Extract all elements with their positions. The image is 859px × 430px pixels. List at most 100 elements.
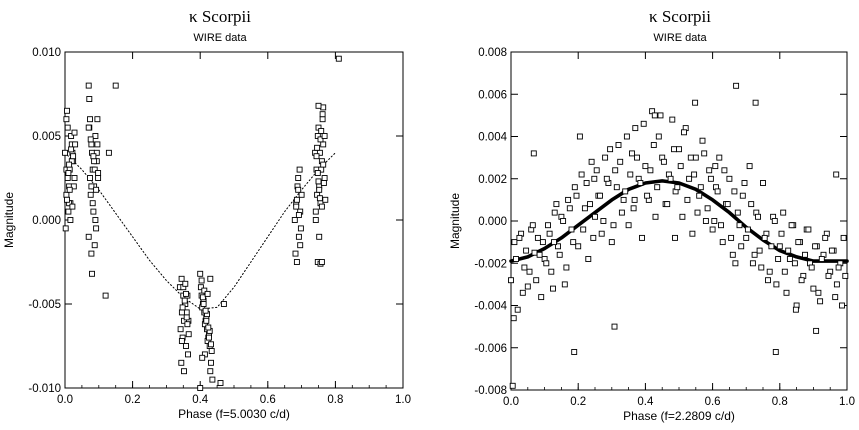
data-point <box>835 264 842 271</box>
data-point <box>625 222 632 229</box>
data-point <box>676 146 682 153</box>
data-point <box>840 234 847 241</box>
data-point <box>293 196 300 203</box>
data-point <box>87 175 93 181</box>
data-point <box>833 171 840 178</box>
data-point <box>712 163 719 170</box>
data-point <box>570 239 577 246</box>
data-point <box>669 116 676 123</box>
data-point <box>94 116 101 123</box>
data-point <box>629 150 635 157</box>
data-point <box>620 196 627 203</box>
data-point <box>295 212 302 218</box>
data-point <box>295 175 302 181</box>
data-point <box>546 230 553 237</box>
data-point <box>89 200 96 207</box>
data-point <box>200 301 207 307</box>
data-point <box>291 217 298 223</box>
data-point <box>591 175 598 182</box>
data-point <box>597 192 603 199</box>
chart-subtitle: WIRE data <box>193 32 247 44</box>
data-point <box>184 321 191 328</box>
x-axis-label: Phase (f=2.2809 c/d) <box>623 409 735 423</box>
data-point <box>511 239 518 246</box>
data-point <box>313 153 320 160</box>
chart-panel-left: κ Scorpii WIRE data 0.0 0.2 0.4 0.6 0.8 1.0 -0.0… <box>2 7 411 421</box>
x-tick-label: 0.4 <box>637 396 654 408</box>
data-point <box>640 120 647 127</box>
data-point <box>731 188 738 195</box>
data-point <box>736 222 743 229</box>
data-point <box>72 141 79 148</box>
data-point <box>699 137 706 144</box>
data-point <box>714 188 721 195</box>
data-point <box>622 188 629 195</box>
data-point <box>615 142 622 148</box>
data-point <box>810 285 817 292</box>
data-point <box>64 107 70 114</box>
data-point <box>90 208 97 215</box>
data-point <box>833 281 840 288</box>
data-point <box>199 354 206 361</box>
data-point <box>182 280 189 287</box>
data-point <box>185 331 192 338</box>
data-point <box>772 349 779 355</box>
data-point <box>718 222 724 229</box>
data-point <box>206 334 212 341</box>
data-point <box>71 175 78 181</box>
data-point <box>726 175 733 182</box>
data-point <box>571 184 578 191</box>
data-point <box>199 294 206 301</box>
data-point <box>560 218 567 224</box>
data-point <box>563 264 570 271</box>
data-point <box>581 205 588 212</box>
data-point <box>183 343 189 349</box>
data-point <box>319 116 326 123</box>
data-point <box>296 166 303 173</box>
y-tick-label: 0.010 <box>32 47 61 59</box>
data-point <box>177 326 184 333</box>
data-point <box>825 272 832 279</box>
data-point <box>671 146 677 153</box>
data-point <box>583 180 590 186</box>
data-point <box>566 205 573 212</box>
data-point <box>694 209 701 216</box>
x-tick-label: 0.2 <box>570 396 586 408</box>
data-point <box>207 368 214 375</box>
data-point <box>729 251 736 258</box>
data-point <box>88 183 95 190</box>
data-point <box>550 285 556 292</box>
data-point <box>63 116 70 123</box>
chart-title: κ Scorpii <box>649 7 711 26</box>
data-point <box>561 281 568 288</box>
data-point <box>92 133 99 139</box>
y-tick-label: -0.005 <box>28 299 61 311</box>
data-point <box>524 283 531 290</box>
data-point <box>298 191 305 198</box>
x-tick-label: 0.6 <box>260 394 276 406</box>
data-point <box>771 218 778 224</box>
data-point <box>818 256 825 262</box>
data-point <box>768 243 775 250</box>
data-point <box>576 133 583 140</box>
data-point <box>181 297 188 304</box>
data-point <box>178 275 185 282</box>
data-point <box>571 349 578 355</box>
data-point <box>64 175 71 181</box>
data-point <box>758 264 765 271</box>
chart-panel-right: κ Scorpii WIRE data 0.0 0.2 0.4 0.6 0.8 1.0 -0.0… <box>448 7 855 423</box>
data-point <box>602 154 609 161</box>
data-point <box>603 175 610 182</box>
data-point <box>724 201 731 208</box>
data-point <box>178 359 185 366</box>
data-point <box>721 167 728 174</box>
data-point <box>295 186 302 193</box>
data-point <box>523 247 530 254</box>
data-point <box>667 175 674 182</box>
data-point <box>62 149 68 156</box>
data-point <box>590 234 597 241</box>
data-point <box>760 180 766 186</box>
data-point <box>315 102 322 109</box>
data-point <box>293 203 300 210</box>
data-point <box>321 175 328 181</box>
